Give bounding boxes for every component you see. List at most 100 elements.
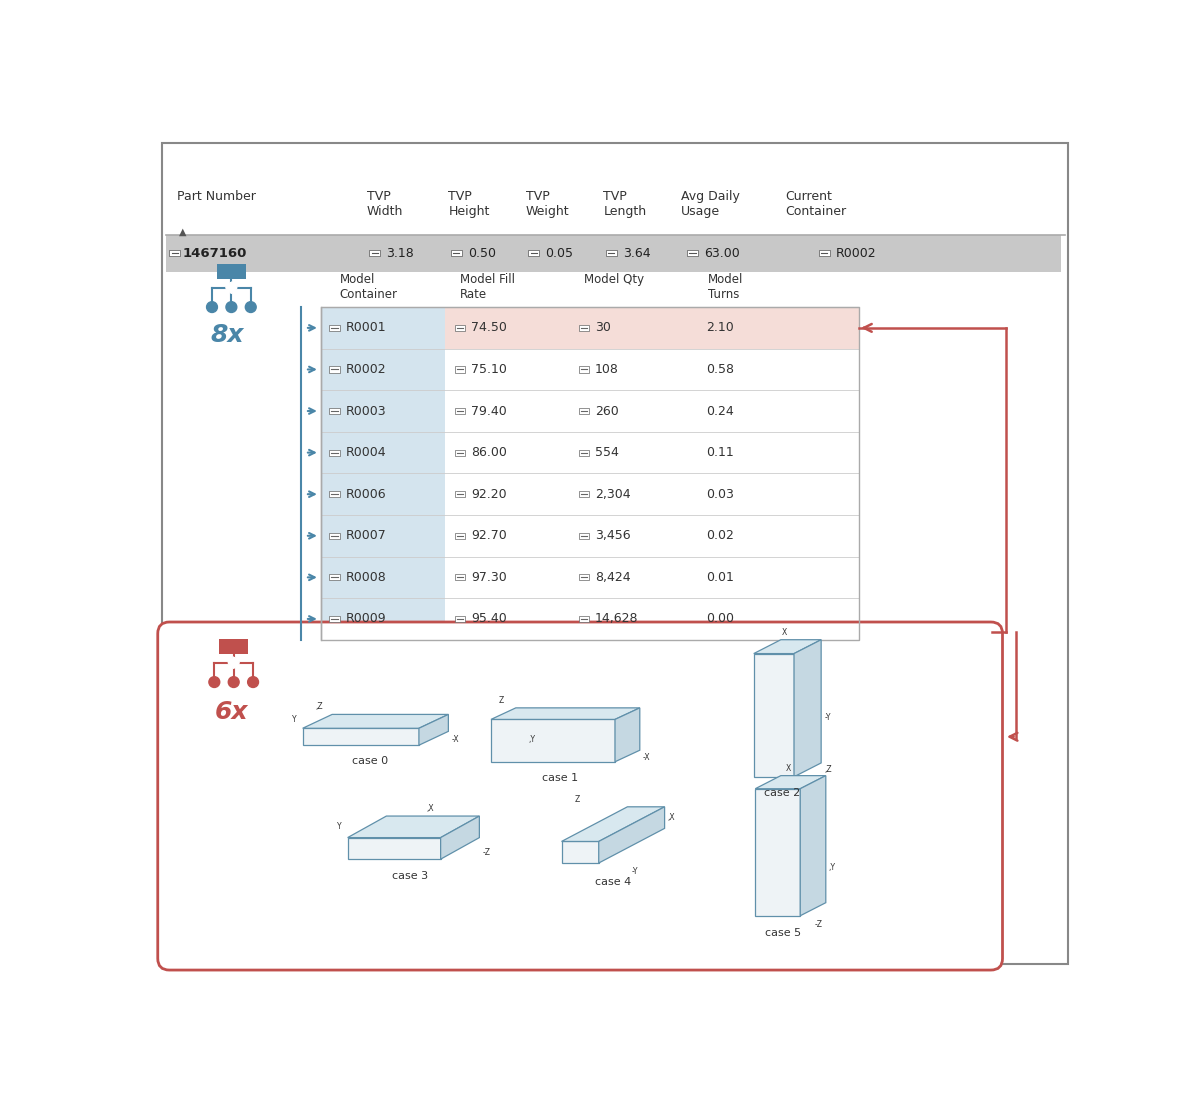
FancyBboxPatch shape	[320, 515, 444, 557]
Text: X: X	[782, 628, 787, 637]
Text: ,Y: ,Y	[528, 734, 535, 743]
Circle shape	[245, 301, 256, 312]
FancyBboxPatch shape	[688, 250, 698, 256]
Text: 92.20: 92.20	[470, 488, 506, 501]
Text: ▲: ▲	[179, 227, 186, 237]
Polygon shape	[440, 817, 479, 859]
FancyBboxPatch shape	[578, 366, 589, 373]
FancyBboxPatch shape	[455, 366, 466, 373]
FancyBboxPatch shape	[455, 324, 466, 331]
FancyBboxPatch shape	[578, 533, 589, 539]
FancyArrowPatch shape	[307, 616, 314, 621]
FancyArrowPatch shape	[1009, 733, 1018, 741]
Text: case 4: case 4	[595, 877, 631, 887]
Text: 0.02: 0.02	[707, 529, 734, 543]
FancyBboxPatch shape	[578, 491, 589, 498]
Polygon shape	[348, 837, 440, 859]
Text: Z: Z	[575, 795, 580, 803]
Text: case 3: case 3	[391, 870, 427, 881]
Text: -X: -X	[451, 735, 460, 744]
Text: 8,424: 8,424	[595, 571, 630, 584]
Text: Avg Daily
Usage: Avg Daily Usage	[680, 190, 739, 218]
Polygon shape	[599, 807, 665, 863]
Circle shape	[247, 676, 258, 687]
Text: 8x: 8x	[211, 323, 245, 346]
Text: 6x: 6x	[215, 700, 248, 724]
Text: TVP
Weight: TVP Weight	[526, 190, 570, 218]
Polygon shape	[562, 842, 599, 863]
Polygon shape	[800, 776, 826, 916]
Text: TVP
Width: TVP Width	[367, 190, 403, 218]
Text: Y: Y	[292, 716, 296, 724]
Polygon shape	[755, 776, 826, 789]
Polygon shape	[419, 715, 449, 745]
Text: R0009: R0009	[346, 613, 386, 626]
Text: 86.00: 86.00	[470, 446, 506, 459]
Text: 0.00: 0.00	[707, 613, 734, 626]
Text: 0.11: 0.11	[707, 446, 734, 459]
Text: 3,456: 3,456	[595, 529, 630, 543]
Text: ,X: ,X	[427, 804, 434, 813]
FancyBboxPatch shape	[217, 264, 246, 279]
Polygon shape	[226, 283, 236, 294]
Polygon shape	[491, 719, 616, 762]
FancyArrowPatch shape	[307, 326, 314, 331]
Text: Model
Turns: Model Turns	[708, 273, 743, 301]
FancyBboxPatch shape	[818, 250, 829, 256]
Text: Part Number: Part Number	[178, 190, 256, 203]
FancyBboxPatch shape	[455, 449, 466, 456]
FancyBboxPatch shape	[320, 598, 444, 640]
Text: R0001: R0001	[346, 321, 386, 334]
Text: Y: Y	[337, 822, 342, 832]
FancyBboxPatch shape	[320, 432, 444, 473]
FancyBboxPatch shape	[444, 307, 859, 349]
Polygon shape	[755, 789, 800, 916]
Text: 1467160: 1467160	[182, 247, 247, 260]
Circle shape	[226, 301, 236, 312]
FancyBboxPatch shape	[329, 366, 340, 373]
FancyBboxPatch shape	[320, 349, 444, 390]
Text: -Y: -Y	[631, 867, 638, 876]
Text: 63.00: 63.00	[704, 247, 740, 260]
Text: TVP
Length: TVP Length	[604, 190, 647, 218]
FancyBboxPatch shape	[166, 235, 1061, 272]
FancyBboxPatch shape	[218, 639, 248, 654]
Text: 30: 30	[595, 321, 611, 334]
Polygon shape	[302, 715, 449, 728]
Text: case 5: case 5	[764, 928, 800, 938]
Polygon shape	[228, 658, 239, 669]
Text: -Z: -Z	[482, 848, 491, 857]
Text: R0006: R0006	[346, 488, 386, 501]
Text: 75.10: 75.10	[470, 363, 506, 376]
FancyArrowPatch shape	[307, 408, 314, 414]
Text: 0.24: 0.24	[707, 404, 734, 418]
Text: 108: 108	[595, 363, 619, 376]
Text: X: X	[785, 764, 791, 773]
FancyArrowPatch shape	[307, 491, 314, 496]
Text: ,X: ,X	[667, 813, 676, 822]
Text: 92.70: 92.70	[470, 529, 506, 543]
FancyBboxPatch shape	[162, 144, 1068, 963]
Text: 79.40: 79.40	[470, 404, 506, 418]
FancyBboxPatch shape	[320, 473, 444, 515]
Text: Z: Z	[498, 696, 504, 705]
Text: 14,628: 14,628	[595, 613, 638, 626]
Polygon shape	[348, 817, 479, 837]
FancyBboxPatch shape	[606, 250, 617, 256]
Text: 0.58: 0.58	[707, 363, 734, 376]
Text: Current
Container: Current Container	[786, 190, 847, 218]
Text: -Y: -Y	[824, 712, 830, 721]
Polygon shape	[562, 807, 665, 842]
FancyArrowPatch shape	[864, 324, 871, 332]
Polygon shape	[491, 708, 640, 719]
Text: 260: 260	[595, 404, 619, 418]
Text: 554: 554	[595, 446, 619, 459]
Text: 3.18: 3.18	[386, 247, 414, 260]
FancyBboxPatch shape	[157, 623, 1002, 970]
FancyBboxPatch shape	[329, 574, 340, 581]
Text: 2,304: 2,304	[595, 488, 630, 501]
Text: 74.50: 74.50	[470, 321, 506, 334]
Text: case 0: case 0	[352, 756, 388, 766]
Text: 2.10: 2.10	[707, 321, 734, 334]
FancyArrowPatch shape	[307, 367, 314, 373]
